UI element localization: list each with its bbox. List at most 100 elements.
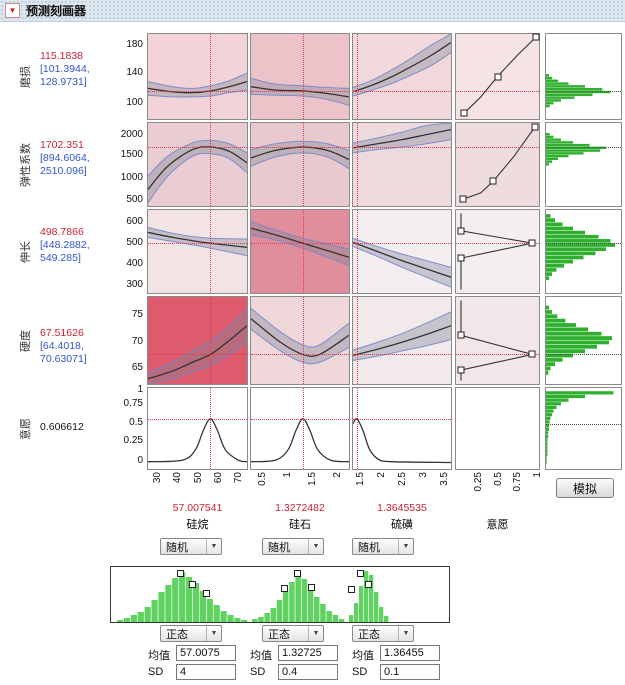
crosshair-vertical-drag-line[interactable] [302, 123, 304, 206]
sim-factor-histogram-panel[interactable] [110, 566, 450, 623]
sim-quantile-handle[interactable] [177, 570, 184, 577]
crosshair-vertical-drag-line[interactable] [356, 297, 358, 384]
crosshair-vertical-drag-line[interactable] [356, 388, 358, 469]
profiler-cell-r5c1[interactable] [147, 387, 248, 470]
factor-current-value: 57.007541 [172, 502, 223, 514]
profiler-cell-r1c4[interactable] [455, 33, 540, 120]
crosshair-vertical-drag-line[interactable] [302, 210, 304, 293]
sd-input-硅石[interactable] [278, 664, 338, 680]
profiler-cell-r3c4[interactable] [455, 209, 540, 294]
sim-quantile-handle[interactable] [348, 586, 355, 593]
mean-input-硫磺[interactable] [380, 645, 440, 661]
response-confidence-interval: 70.63071] [40, 353, 87, 365]
crosshair-vertical-drag-line[interactable] [302, 388, 304, 469]
sim-quantile-handle[interactable] [294, 570, 301, 577]
sim-input-histograms [117, 571, 389, 622]
chevron-down-icon: ▼ [398, 539, 413, 554]
crosshair-vertical-drag-line[interactable] [210, 123, 212, 206]
desirability-handle[interactable] [528, 350, 536, 358]
simulate-button[interactable]: 模拟 [556, 478, 614, 498]
response-name: 弹性系数 [20, 142, 32, 187]
distribution-dropdown-硫磺[interactable]: 正态 ▼ [352, 625, 414, 642]
desirability-handle[interactable] [494, 73, 501, 80]
response-estimate: 1702.351 [40, 139, 84, 151]
x-tick-label: 0.25 [472, 472, 484, 492]
response-name-wrap: 磨损 [16, 33, 34, 120]
profiler-cell-r2c3[interactable] [352, 122, 452, 207]
crosshair-vertical-drag-line[interactable] [210, 388, 212, 469]
profiler-cell-r3c3[interactable] [352, 209, 452, 294]
profiler-cell-r4c4[interactable] [455, 296, 540, 385]
chevron-down-icon: ▼ [206, 539, 221, 554]
mean-label: 均值 [148, 650, 170, 662]
mean-dotted-line [546, 243, 621, 245]
mean-input-硅烷[interactable] [176, 645, 236, 661]
desirability-handle[interactable] [457, 227, 465, 235]
crosshair-vertical-drag-line[interactable] [302, 34, 304, 119]
disclosure-triangle-icon[interactable]: ▼ [5, 3, 20, 18]
desirability-handle[interactable] [460, 109, 468, 117]
panel-titlebar: ▼ 预测刻画器 [0, 0, 625, 22]
x-tick-label: 3 [418, 472, 429, 478]
crosshair-vertical-drag-line[interactable] [210, 210, 212, 293]
profiler-cell-r5c5 [545, 387, 622, 470]
crosshair-horizontal [251, 418, 349, 420]
crosshair-vertical-drag-line[interactable] [302, 297, 304, 384]
crosshair-vertical-drag-line[interactable] [356, 123, 358, 206]
distribution-dropdown-硅烷[interactable]: 正态 ▼ [160, 625, 222, 642]
profiler-cell-r5c3[interactable] [352, 387, 452, 470]
profiler-cell-r1c3[interactable] [352, 33, 452, 120]
response-confidence-interval: 549.285] [40, 252, 81, 264]
desirability-handle[interactable] [457, 254, 465, 262]
sd-input-硅烷[interactable] [176, 664, 236, 680]
sim-quantile-handle[interactable] [189, 581, 196, 588]
profiler-cell-r1c1[interactable] [147, 33, 248, 120]
x-tick-label: 0.75 [512, 472, 524, 492]
profiler-cell-r2c4[interactable] [455, 122, 540, 207]
profiler-cell-r3c2[interactable] [250, 209, 350, 294]
response-name: 磨损 [20, 65, 32, 88]
profiler-cell-r5c2[interactable] [250, 387, 350, 470]
crosshair-vertical-drag-line[interactable] [356, 210, 358, 293]
crosshair-horizontal [148, 354, 247, 356]
desirability-handle[interactable] [528, 239, 536, 247]
random-dropdown-硅烷[interactable]: 随机 ▼ [160, 538, 222, 555]
factor-current-value: 1.3272482 [275, 502, 325, 514]
sim-quantile-handle[interactable] [281, 585, 288, 592]
crosshair-horizontal [353, 354, 451, 356]
random-dropdown-硫磺[interactable]: 随机 ▼ [352, 538, 414, 555]
sim-quantile-handle[interactable] [203, 590, 210, 597]
crosshair-vertical-drag-line[interactable] [356, 34, 358, 119]
crosshair-vertical-drag-line[interactable] [210, 297, 212, 384]
sd-label: SD [148, 666, 164, 678]
y-tick-label: 500 [126, 237, 143, 248]
desirability-handle[interactable] [532, 33, 540, 41]
profiler-cell-r3c1[interactable] [147, 209, 248, 294]
mean-input-硅石[interactable] [278, 645, 338, 661]
random-dropdown-硅石[interactable]: 随机 ▼ [262, 538, 324, 555]
distribution-dropdown-硅石[interactable]: 正态 ▼ [262, 625, 324, 642]
profiler-cell-r2c1[interactable] [147, 122, 248, 207]
y-tick-label: 0 [137, 454, 143, 466]
profiler-cell-r4c2[interactable] [250, 296, 350, 385]
profiler-cell-r2c2[interactable] [250, 122, 350, 207]
y-tick-label: 180 [126, 39, 143, 51]
sd-input-硫磺[interactable] [380, 664, 440, 680]
dropdown-selected-label: 随机 [166, 541, 188, 554]
x-tick-label: 1 [282, 472, 293, 478]
sim-quantile-handle[interactable] [308, 584, 315, 591]
desirability-handle[interactable] [459, 195, 467, 203]
sim-quantile-handle[interactable] [365, 581, 372, 588]
sim-quantile-handle[interactable] [357, 570, 364, 577]
desirability-handle[interactable] [457, 366, 465, 374]
desirability-handle[interactable] [457, 331, 465, 339]
profiler-cell-r4c3[interactable] [352, 296, 452, 385]
profiler-cell-r4c1[interactable] [147, 296, 248, 385]
y-tick-label: 500 [126, 194, 143, 206]
crosshair-vertical-drag-line[interactable] [210, 34, 212, 119]
profiler-cell-r1c2[interactable] [250, 33, 350, 120]
desirability-handle[interactable] [531, 123, 539, 131]
crosshair-horizontal [456, 243, 539, 245]
x-tick-label: 1.5 [307, 472, 318, 486]
desirability-handle[interactable] [489, 177, 497, 185]
